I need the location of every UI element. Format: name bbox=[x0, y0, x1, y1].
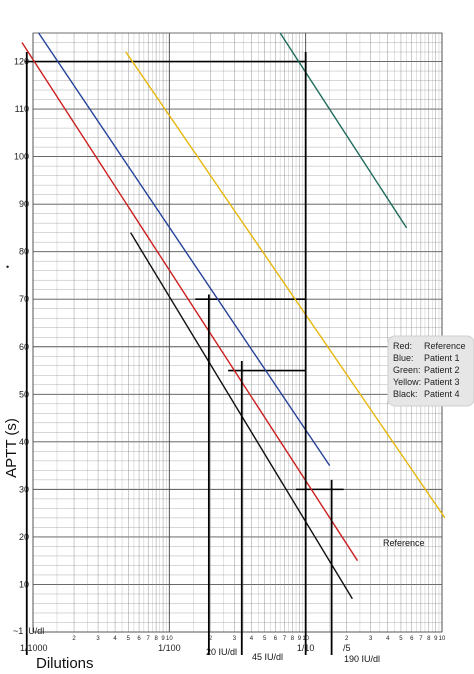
legend-color-4: Black: bbox=[393, 389, 418, 399]
annotation-45: 45 IU/dl bbox=[252, 652, 283, 662]
y-tick-label: 100 bbox=[14, 152, 29, 162]
annotation-20: 20 IU/dl bbox=[206, 647, 237, 657]
bottom-left-label: ~1 IU/dl bbox=[13, 626, 44, 636]
legend-label-4: Patient 4 bbox=[424, 389, 460, 399]
y-tick-label: 50 bbox=[19, 389, 29, 399]
grid bbox=[32, 32, 443, 633]
x-minor-tick-label: 10 bbox=[439, 636, 446, 642]
series-line-reference bbox=[21, 42, 359, 562]
annotation-190: 190 IU/dl bbox=[344, 654, 380, 664]
legend-label-1: Patient 1 bbox=[424, 353, 460, 363]
x-minor-tick-label: 2 bbox=[345, 636, 349, 642]
x-minor-tick-label: 9 bbox=[298, 636, 302, 642]
y-axis-label: APTT (s) bbox=[3, 418, 20, 478]
x-minor-tick-label: 4 bbox=[250, 636, 254, 642]
x-minor-tick-label: 5 bbox=[399, 636, 403, 642]
y-tick-label: 120 bbox=[14, 57, 29, 67]
x-minor-tick-label: 8 bbox=[154, 636, 158, 642]
y-tick-label: 90 bbox=[19, 199, 29, 209]
series-line-patient-2 bbox=[279, 32, 408, 229]
x-minor-tick-label: 10 bbox=[302, 636, 309, 642]
x-minor-tick-label: 7 bbox=[283, 636, 287, 642]
drop-lines bbox=[25, 52, 333, 655]
x-decade-label: 1/100 bbox=[158, 643, 181, 653]
y-tick-label: 40 bbox=[19, 437, 29, 447]
x-minor-tick-label: 6 bbox=[410, 636, 414, 642]
legend-label-0: Reference bbox=[424, 341, 466, 351]
legend-color-2: Green: bbox=[393, 365, 421, 375]
legend-label-3: Patient 3 bbox=[424, 377, 460, 387]
x-decade-label: 1/10 bbox=[297, 643, 315, 653]
x-minor-tick-label: 3 bbox=[369, 636, 373, 642]
x-decade-label: /5 bbox=[343, 643, 351, 653]
series-lines bbox=[21, 32, 446, 600]
x-minor-tick-label: 6 bbox=[274, 636, 278, 642]
x-minor-tick-label: 3 bbox=[233, 636, 237, 642]
y-tick-label: 60 bbox=[19, 342, 29, 352]
x-minor-tick-label: 5 bbox=[127, 636, 131, 642]
x-minor-tick-label: 8 bbox=[427, 636, 431, 642]
x-minor-tick-label: 10 bbox=[166, 636, 173, 642]
x-minor-tick-label: 5 bbox=[263, 636, 267, 642]
legend-color-3: Yellow: bbox=[393, 377, 421, 387]
x-decade-label: 1/1000 bbox=[20, 643, 48, 653]
reference-lines bbox=[24, 60, 344, 491]
x-axis-label: Dilutions bbox=[36, 655, 94, 672]
x-minor-tick-label: 3 bbox=[96, 636, 100, 642]
x-minor-tick-label: 7 bbox=[147, 636, 151, 642]
x-minor-tick-label: 9 bbox=[161, 636, 165, 642]
series-line-patient-1 bbox=[38, 32, 331, 467]
legend: Red: Reference Blue: Patient 1 Green: Pa… bbox=[387, 335, 474, 407]
legend-box bbox=[387, 335, 474, 407]
x-minor-tick-label: 8 bbox=[291, 636, 295, 642]
x-minor-tick-label: 2 bbox=[209, 636, 213, 642]
series-line-patient-3 bbox=[125, 51, 446, 519]
x-minor-tick-label: 2 bbox=[72, 636, 76, 642]
legend-label-2: Patient 2 bbox=[424, 365, 460, 375]
stray-mark: • bbox=[6, 262, 9, 272]
y-tick-label: 20 bbox=[19, 532, 29, 542]
x-minor-tick-label: 4 bbox=[113, 636, 117, 642]
series-label-reference: Reference bbox=[383, 538, 425, 548]
y-tick-label: 80 bbox=[19, 247, 29, 257]
y-tick-label: 10 bbox=[19, 579, 29, 589]
x-tick-labels: 2 3 4 5 6 7 8 9 10 2 3 4 5 6 7 8 9 10 2 3 4 5 6 7 8 9 101/1000 1/10… bbox=[20, 636, 446, 653]
legend-color-1: Blue: bbox=[393, 353, 414, 363]
y-tick-label: 110 bbox=[15, 104, 29, 114]
x-minor-tick-label: 4 bbox=[386, 636, 390, 642]
x-minor-tick-label: 9 bbox=[434, 636, 438, 642]
plot-frame bbox=[32, 32, 443, 633]
y-tick-label: 70 bbox=[19, 294, 29, 304]
y-tick-label: 30 bbox=[19, 484, 29, 494]
x-minor-tick-label: 6 bbox=[137, 636, 141, 642]
legend-color-0: Red: bbox=[393, 341, 412, 351]
y-tick-labels: 10 20 30 40 50 60 70 80 90 100 110 120 bbox=[14, 57, 29, 590]
x-minor-tick-label: 7 bbox=[419, 636, 423, 642]
